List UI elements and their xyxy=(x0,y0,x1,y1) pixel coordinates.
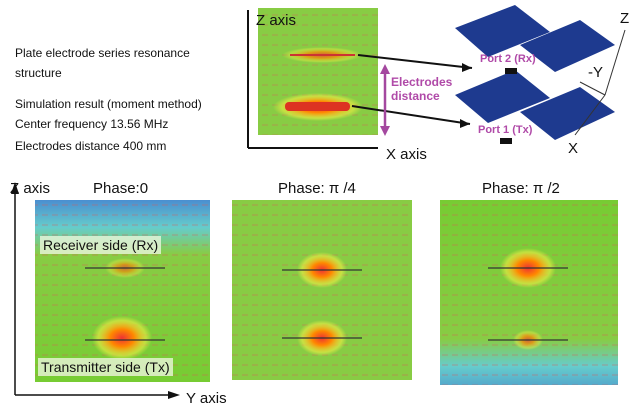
description: Plate electrode series resonance structu… xyxy=(15,46,190,80)
distance-label: Electrodes distance xyxy=(391,75,453,103)
axis-label: Y axis xyxy=(186,390,227,407)
port-label: Port 2 (Rx) xyxy=(480,53,536,65)
side-label: Transmitter side (Tx) xyxy=(38,358,173,376)
plate xyxy=(455,5,550,57)
port-label: Port 1 (Tx) xyxy=(478,124,533,136)
phase-label: Phase: π /4 xyxy=(278,180,356,197)
plate xyxy=(520,20,615,72)
plate xyxy=(455,70,550,123)
phase-label: Phase: π /2 xyxy=(482,180,560,197)
description: Center frequency 13.56 MHz xyxy=(15,117,169,131)
axis-label: -Y xyxy=(588,64,603,81)
axis-label: X xyxy=(568,140,579,157)
axis-label: Z axis xyxy=(10,180,51,197)
axis-label: X axis xyxy=(386,146,427,163)
description: Electrodes distance 400 mm xyxy=(15,139,167,153)
side-label: Receiver side (Rx) xyxy=(40,236,162,254)
description: Simulation result (moment method) xyxy=(15,97,202,111)
phase-label: Phase:0 xyxy=(93,180,149,197)
plate xyxy=(520,87,615,140)
axis-label: Z xyxy=(620,10,630,27)
axis-label: Z axis xyxy=(256,12,297,29)
